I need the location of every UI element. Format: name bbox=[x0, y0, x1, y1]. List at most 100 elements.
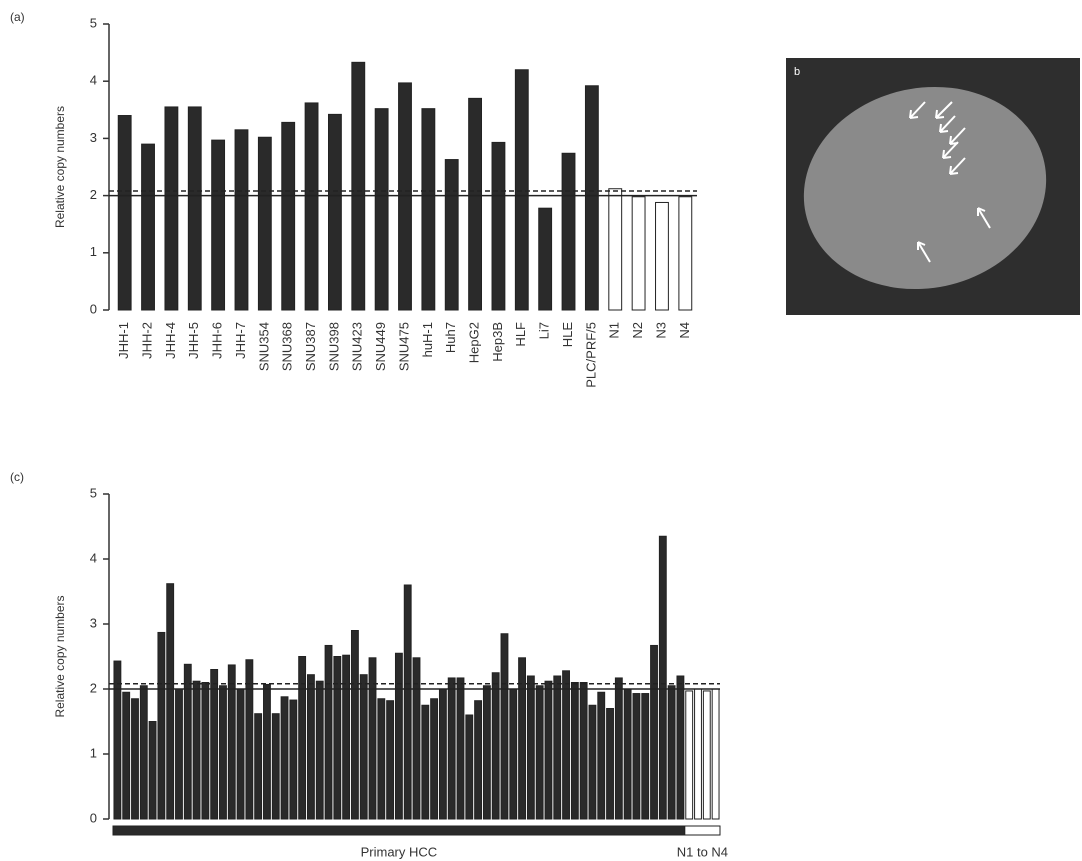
bar bbox=[258, 137, 271, 310]
bar bbox=[193, 681, 200, 819]
bar bbox=[140, 686, 147, 819]
bar bbox=[413, 658, 420, 819]
x-tick-label: N2 bbox=[630, 322, 645, 339]
bar bbox=[539, 208, 552, 310]
bar bbox=[255, 714, 262, 819]
bar bbox=[165, 107, 178, 310]
bar bbox=[422, 109, 435, 310]
bar bbox=[571, 683, 578, 820]
bar bbox=[299, 657, 306, 820]
bar bbox=[679, 197, 692, 310]
y-tick-label: 1 bbox=[90, 244, 97, 259]
bar bbox=[351, 631, 358, 820]
bar bbox=[589, 705, 596, 819]
bar bbox=[527, 676, 534, 819]
bar bbox=[308, 675, 315, 819]
bar bbox=[703, 691, 710, 819]
bar bbox=[422, 705, 429, 819]
x-tick-label: PLC/PRF/5 bbox=[583, 322, 598, 388]
bar bbox=[624, 689, 631, 819]
y-tick-label: 3 bbox=[90, 130, 97, 145]
group-label: Primary HCC bbox=[361, 844, 438, 859]
bar bbox=[656, 202, 669, 310]
bar bbox=[585, 86, 598, 310]
x-tick-label: Huh7 bbox=[443, 322, 458, 353]
bar bbox=[123, 692, 130, 819]
bar bbox=[220, 686, 227, 819]
bar bbox=[677, 676, 684, 819]
x-tick-label: SNU387 bbox=[303, 322, 318, 371]
bar bbox=[235, 130, 248, 310]
bar bbox=[659, 536, 666, 819]
bar bbox=[387, 701, 394, 819]
bar bbox=[466, 715, 473, 819]
bar bbox=[305, 103, 318, 310]
bar bbox=[439, 689, 446, 819]
y-axis-label: Relative copy numbers bbox=[53, 106, 67, 228]
x-tick-label: SNU368 bbox=[280, 322, 295, 371]
x-tick-label: JHH-4 bbox=[163, 322, 178, 359]
bar bbox=[632, 197, 645, 310]
bar bbox=[264, 684, 271, 819]
bar bbox=[492, 142, 505, 310]
bar bbox=[712, 689, 719, 819]
bar bbox=[615, 678, 622, 819]
bar bbox=[212, 140, 225, 310]
y-tick-label: 5 bbox=[90, 15, 97, 30]
bar bbox=[545, 681, 552, 819]
y-tick-label: 1 bbox=[90, 745, 97, 760]
bar bbox=[211, 670, 218, 820]
bar bbox=[431, 699, 438, 819]
y-tick-label: 4 bbox=[90, 73, 97, 88]
bar bbox=[118, 116, 131, 310]
bar bbox=[651, 645, 658, 819]
bar bbox=[228, 665, 235, 819]
y-axis-label: Relative copy numbers bbox=[53, 595, 67, 717]
bar bbox=[184, 664, 191, 819]
bar bbox=[580, 683, 587, 820]
y-tick-label: 2 bbox=[90, 680, 97, 695]
y-tick-label: 5 bbox=[90, 485, 97, 500]
bar bbox=[176, 689, 183, 819]
bar bbox=[510, 689, 517, 819]
bar bbox=[492, 673, 499, 819]
bar bbox=[188, 107, 201, 310]
bar bbox=[375, 109, 388, 310]
bar bbox=[149, 722, 156, 820]
x-tick-label: N1 bbox=[607, 322, 622, 339]
bar bbox=[457, 678, 464, 819]
x-tick-label: JHH-2 bbox=[139, 322, 154, 359]
bar bbox=[609, 189, 622, 310]
x-tick-label: SNU475 bbox=[396, 322, 411, 371]
bar bbox=[562, 153, 575, 310]
y-tick-label: 3 bbox=[90, 615, 97, 630]
bar bbox=[642, 694, 649, 819]
bar bbox=[668, 686, 675, 819]
bar bbox=[325, 645, 332, 819]
bar bbox=[469, 98, 482, 310]
bar bbox=[132, 699, 139, 819]
bar bbox=[519, 658, 526, 819]
x-tick-label: JHH-5 bbox=[186, 322, 201, 359]
bar bbox=[360, 675, 367, 819]
bar bbox=[282, 122, 295, 310]
bar bbox=[395, 653, 402, 819]
bar bbox=[515, 70, 528, 310]
bar bbox=[281, 697, 288, 819]
panel-label: b bbox=[794, 66, 800, 78]
y-tick-label: 0 bbox=[90, 810, 97, 825]
bar bbox=[501, 634, 508, 819]
bar bbox=[290, 700, 297, 819]
bar bbox=[334, 657, 341, 820]
panel-label: (a) bbox=[10, 10, 25, 24]
x-tick-label: N3 bbox=[653, 322, 668, 339]
x-tick-label: HepG2 bbox=[467, 322, 482, 363]
bar bbox=[378, 699, 385, 819]
x-tick-label: Hep3B bbox=[490, 322, 505, 362]
x-tick-label: JHH-7 bbox=[233, 322, 248, 359]
group-label: N1 to N4 bbox=[677, 844, 728, 859]
x-tick-label: huH-1 bbox=[420, 322, 435, 357]
bar bbox=[142, 144, 155, 310]
group-strip bbox=[113, 826, 685, 835]
bar bbox=[404, 585, 411, 819]
